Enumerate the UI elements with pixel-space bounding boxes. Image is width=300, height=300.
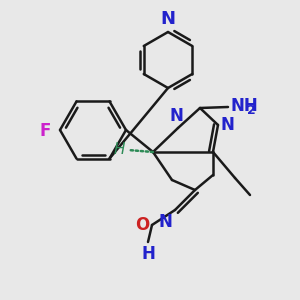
Text: F: F <box>40 122 51 140</box>
Text: O: O <box>135 216 149 234</box>
Text: H: H <box>141 245 155 263</box>
Text: N: N <box>160 10 175 28</box>
Text: NH: NH <box>230 97 258 115</box>
Text: N: N <box>158 213 172 231</box>
Text: H: H <box>113 142 125 158</box>
Text: N: N <box>221 116 235 134</box>
Text: N: N <box>169 107 183 125</box>
Text: 2: 2 <box>247 103 256 116</box>
